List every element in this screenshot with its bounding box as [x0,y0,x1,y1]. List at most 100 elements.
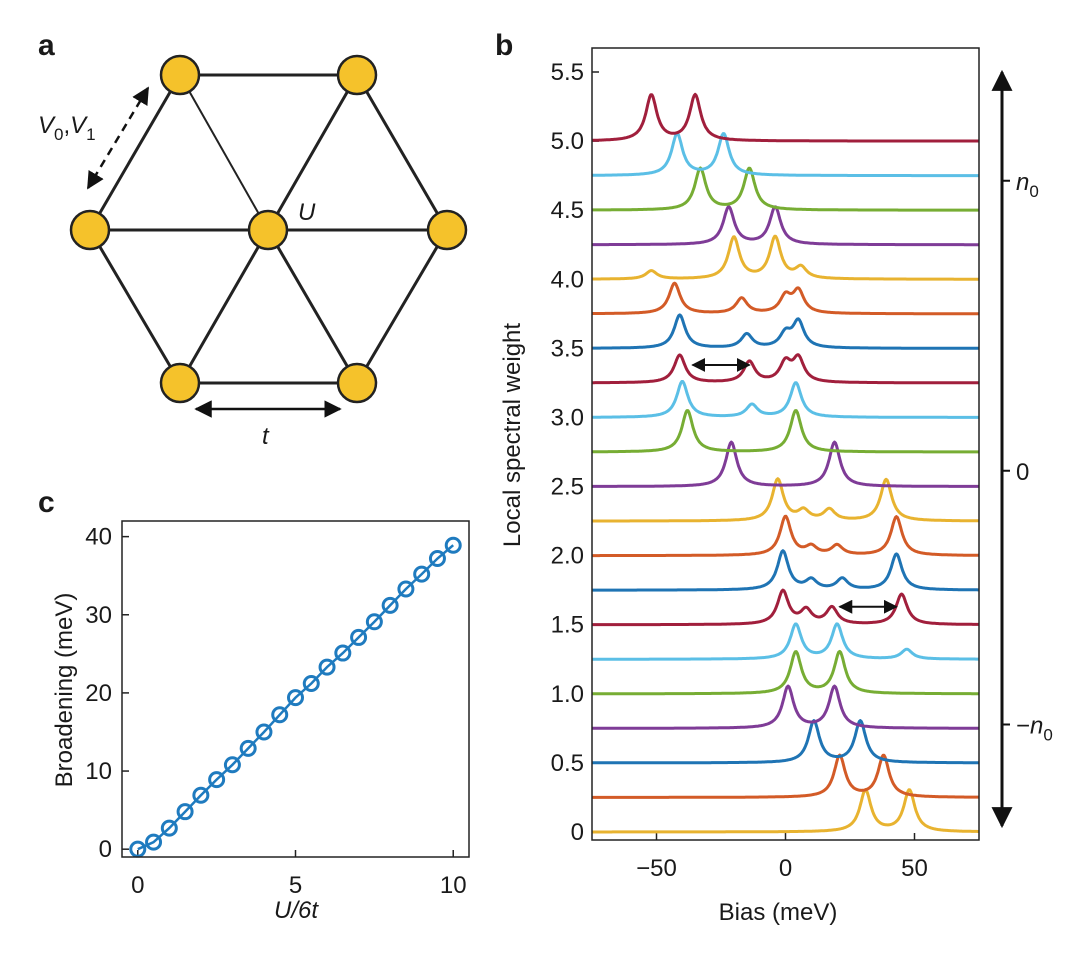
b-x-tick-label: 0 [779,855,792,882]
c-y-axis-label: Broadening (meV) [51,593,78,788]
b-y-tick-label: 1.0 [551,681,584,708]
b-right-axis-label-2: −n0 [1016,713,1053,745]
lattice-node-bottom-left [159,362,201,404]
b-y-axis-label: Local spectral weight [499,323,526,547]
edge [179,74,269,231]
c-data-point [129,840,147,858]
b-y-tick-label: 0.5 [551,750,584,777]
b-y-tick-labels: 0 0.5 1.0 1.5 2.0 2.5 3.0 3.5 4.0 4.5 5.0 5.5 [551,59,599,846]
c-data-point [413,565,431,583]
spectrum-series-20 [591,92,980,143]
b-y-tick-label: 3.5 [551,335,584,362]
spectrum-series-8 [591,514,980,558]
c-x-tick-labels: 0 5 10 [131,850,467,899]
c-data-point [365,613,383,631]
edge [88,229,182,384]
b-annotations [691,357,898,614]
lattice-node-bottom-right [336,362,378,404]
c-data-point [444,536,462,554]
lattice-node-right [426,209,468,251]
spectrum-series-2 [591,719,980,765]
c-data-point [145,833,163,851]
c-y-tick-label: 20 [85,680,112,707]
panel-a: a V0,V1 U t [38,29,468,450]
c-x-tick-label: 10 [440,872,467,899]
edge [266,229,359,384]
spectrum-series-13 [591,353,980,385]
lattice-node-top-right [336,54,378,96]
c-data-point [334,644,352,662]
panel-b: b 0 0.5 1.0 1.5 2.0 2.5 3.0 3.5 4.0 4.5 5.0 5.5 −50… [495,29,1053,926]
b-y-tick-label: 4.0 [551,266,584,293]
b-x-tick-label: −50 [636,855,677,882]
c-y-tick-label: 0 [99,836,112,863]
c-plot-frame [121,520,470,858]
spectrum-series-10 [591,440,980,488]
c-data-point [318,658,336,676]
c-data-point [239,739,257,757]
spectrum-series-0 [591,788,980,834]
spectrum-series-15 [591,281,980,316]
lattice-node-left [69,209,111,251]
c-data-point [255,723,273,741]
spectrum-series-14 [591,313,980,350]
edge [266,74,359,231]
b-plot-frame [591,47,980,841]
c-data-point [397,580,415,598]
spectrum-series-6 [591,588,980,627]
c-data-point [302,675,320,693]
c-data-point [428,550,446,568]
b-y-tick-label: 4.5 [551,197,584,224]
c-data-point [287,689,304,707]
lattice-node-top-left [159,54,201,96]
lattice-nodes [69,54,468,404]
c-x-tick-label: 0 [131,872,144,899]
c-data-point [176,803,194,821]
b-y-tick-label: 3.0 [551,404,584,431]
b-y-tick-label: 0 [571,819,584,846]
spectrum-series-16 [591,234,980,281]
spectrum-series-17 [591,205,980,247]
edge [355,74,449,231]
b-spectra [591,92,980,834]
c-x-tick-label: 5 [289,872,302,899]
panel-letter-c: c [38,486,55,519]
spectrum-series-12 [591,380,980,419]
edge [178,229,270,384]
potential-label: V0,V1 [38,112,96,144]
c-y-tick-label: 30 [85,602,112,629]
spectrum-series-4 [591,649,980,696]
spectrum-series-7 [591,549,980,592]
panel-letter-a: a [38,29,55,62]
b-right-axis-label-1: 0 [1016,459,1029,486]
spectrum-series-3 [591,684,980,730]
c-data-point [271,706,289,724]
b-y-tick-label: 1.5 [551,612,584,639]
edge [355,229,449,384]
c-data-point [208,771,226,789]
onsite-label: U [298,199,316,226]
b-x-axis-label: Bias (meV) [719,899,838,926]
spectrum-series-1 [591,753,980,799]
b-y-tick-label: 2.5 [551,474,584,501]
panel-c: c 0 10 20 30 40 0 5 10 Broadening (meV) U/6t [38,486,470,924]
b-x-tick-label: 50 [901,855,928,882]
spectrum-series-11 [591,409,980,454]
b-right-axis-labels: n0 0 −n0 [1002,169,1053,745]
lattice-node-center [247,209,289,251]
c-y-tick-label: 40 [85,524,112,551]
c-data-points [129,536,462,858]
b-x-tick-labels: −50 0 50 [636,833,928,882]
edge [88,74,182,231]
hopping-label: t [262,423,270,450]
c-data-point [160,819,178,837]
c-data-point [223,756,241,774]
spectrum-series-19 [591,132,980,178]
c-data-point [381,596,399,614]
b-y-tick-label: 5.5 [551,59,584,86]
c-data-point [192,786,210,804]
potential-arrow [86,86,150,190]
spectrum-series-9 [591,477,980,523]
b-y-tick-label: 5.0 [551,128,584,155]
